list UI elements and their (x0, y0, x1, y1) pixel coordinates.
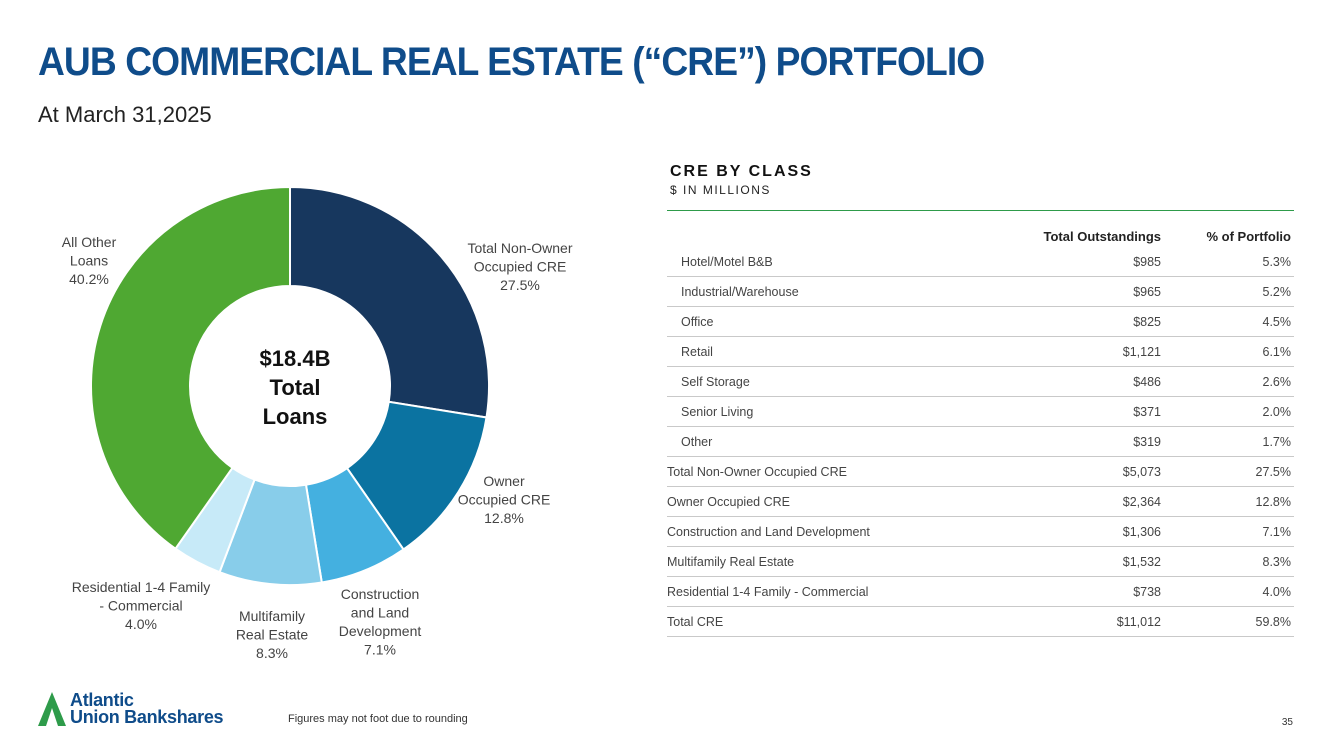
donut-slice (289, 185, 490, 419)
row-pct: 2.0% (1164, 396, 1294, 427)
table-header-row: Total Outstandings % of Portfolio (667, 224, 1294, 247)
row-label: Total CRE (667, 606, 1007, 637)
table-row: Owner Occupied CRE $2,364 12.8% (667, 486, 1294, 517)
row-pct: 6.1% (1164, 336, 1294, 367)
title-divider (667, 210, 1294, 211)
table-row: Construction and Land Development $1,306 7… (667, 516, 1294, 547)
header-total-outstandings: Total Outstandings (1043, 229, 1161, 244)
row-pct: 1.7% (1164, 426, 1294, 457)
logo-text-line1: Atlantic (70, 690, 134, 710)
logo-text-line2: Union Bankshares (70, 707, 224, 727)
row-amount: $2,364 (1007, 486, 1164, 517)
row-amount: $965 (1007, 276, 1164, 307)
row-label: Construction and Land Development (667, 516, 1007, 547)
table-row: Total Non-Owner Occupied CRE $5,073 27.5% (667, 456, 1294, 487)
cre-by-class-table-block: CRE BY CLASS $ IN MILLIONS Total Outstan… (667, 163, 1294, 637)
table-row: Total CRE $11,012 59.8% (667, 606, 1294, 637)
table-row: Retail $1,121 6.1% (667, 336, 1294, 367)
row-pct: 59.8% (1164, 606, 1294, 637)
row-pct: 12.8% (1164, 486, 1294, 517)
company-logo: Atlantic Union Bankshares (38, 690, 224, 727)
row-pct: 4.0% (1164, 576, 1294, 607)
table-row: Other $319 1.7% (667, 426, 1294, 457)
row-label: Multifamily Real Estate (667, 546, 1007, 577)
cre-donut-chart: Total Non-Owner Occupied CRE 27.5% Owner Occ… (62, 185, 573, 661)
row-label: Hotel/Motel B&B (667, 247, 1007, 277)
row-label: Industrial/Warehouse (667, 276, 1007, 307)
slice-label: Multifamily Real Estate 8.3% (236, 608, 309, 661)
table-title: CRE BY CLASS (670, 163, 813, 180)
table-row: Office $825 4.5% (667, 306, 1294, 337)
row-pct: 5.3% (1164, 247, 1294, 277)
slice-label: Construction and Land Development 7.1% (339, 586, 422, 658)
donut-center-label: $18.4B Total Loans (260, 346, 331, 429)
row-label: Total Non-Owner Occupied CRE (667, 456, 1007, 487)
slice-label: All Other Loans 40.2% (62, 234, 117, 287)
row-amount: $371 (1007, 396, 1164, 427)
table-subtitle: $ IN MILLIONS (670, 183, 771, 197)
page-number: 35 (1281, 717, 1293, 728)
header-pct-portfolio: % of Portfolio (1206, 229, 1292, 244)
logo-mark-icon (38, 692, 66, 726)
row-label: Residential 1-4 Family - Commercial (667, 576, 1007, 607)
row-label: Owner Occupied CRE (667, 486, 1007, 517)
row-label: Other (667, 426, 1007, 457)
row-pct: 4.5% (1164, 306, 1294, 337)
table-row: Hotel/Motel B&B $985 5.3% (667, 247, 1294, 277)
page-subtitle: At March 31,2025 (38, 102, 212, 127)
cre-by-class-table: Total Outstandings % of Portfolio Hotel/… (667, 224, 1294, 637)
row-amount: $825 (1007, 306, 1164, 337)
row-amount: $319 (1007, 426, 1164, 457)
table-row: Multifamily Real Estate $1,532 8.3% (667, 546, 1294, 577)
table-row: Self Storage $486 2.6% (667, 366, 1294, 397)
row-amount: $1,121 (1007, 336, 1164, 367)
row-amount: $985 (1007, 247, 1164, 277)
footnote: Figures may not foot due to rounding (288, 713, 468, 725)
row-amount: $486 (1007, 366, 1164, 397)
row-amount: $11,012 (1007, 606, 1164, 637)
slice-label: Owner Occupied CRE 12.8% (458, 473, 551, 526)
row-amount: $738 (1007, 576, 1164, 607)
row-pct: 7.1% (1164, 516, 1294, 547)
table-row: Industrial/Warehouse $965 5.2% (667, 276, 1294, 307)
page-title: AUB COMMERCIAL REAL ESTATE (“CRE”) PORTF… (38, 40, 985, 84)
slice-label: Total Non-Owner Occupied CRE 27.5% (467, 240, 572, 293)
row-amount: $1,532 (1007, 546, 1164, 577)
slice-label: Residential 1-4 Family - Commercial 4.0% (72, 579, 211, 632)
row-label: Retail (667, 336, 1007, 367)
row-pct: 27.5% (1164, 456, 1294, 487)
row-label: Senior Living (667, 396, 1007, 427)
row-amount: $5,073 (1007, 456, 1164, 487)
donut-slice (90, 185, 291, 551)
row-pct: 2.6% (1164, 366, 1294, 397)
header-label (667, 224, 1007, 247)
row-label: Self Storage (667, 366, 1007, 397)
row-pct: 5.2% (1164, 276, 1294, 307)
row-pct: 8.3% (1164, 546, 1294, 577)
table-row: Senior Living $371 2.0% (667, 396, 1294, 427)
row-amount: $1,306 (1007, 516, 1164, 547)
row-label: Office (667, 306, 1007, 337)
table-row: Residential 1-4 Family - Commercial $738 4… (667, 576, 1294, 607)
